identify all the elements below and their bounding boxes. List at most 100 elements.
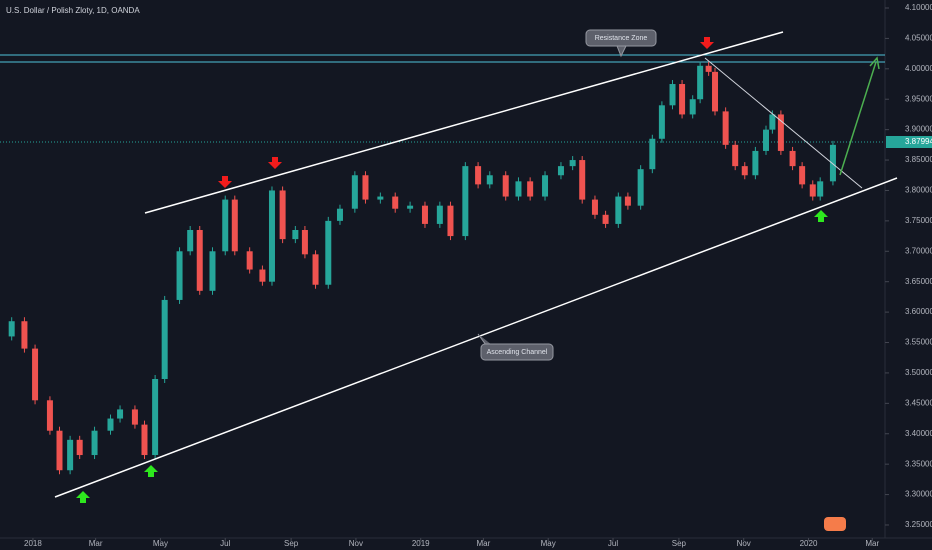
candle bbox=[196, 229, 203, 291]
y-tick-label: 3.85000 bbox=[905, 155, 932, 164]
candle bbox=[421, 205, 428, 224]
x-tick-label: Nov bbox=[737, 539, 751, 548]
candle bbox=[21, 321, 28, 349]
candle bbox=[447, 205, 454, 237]
x-tick-label: Mar bbox=[477, 539, 491, 548]
candle bbox=[602, 214, 609, 224]
x-tick-label: Sep bbox=[284, 539, 299, 548]
annotation-text: Resistance Zone bbox=[595, 35, 648, 42]
candle bbox=[231, 199, 238, 252]
x-tick-label: Nov bbox=[349, 539, 363, 548]
candle bbox=[32, 348, 39, 401]
candle bbox=[809, 184, 816, 197]
callout-pointer bbox=[616, 45, 627, 58]
candle bbox=[152, 379, 159, 456]
y-tick-label: 3.90000 bbox=[905, 125, 932, 134]
candle bbox=[76, 439, 83, 456]
annotation-text: Ascending Channel bbox=[487, 349, 548, 356]
candle bbox=[649, 138, 656, 170]
candle bbox=[475, 166, 482, 185]
candle bbox=[741, 166, 748, 176]
x-tick-label: 2019 bbox=[412, 539, 430, 548]
up-arrow bbox=[76, 491, 90, 503]
candle bbox=[732, 144, 739, 167]
x-tick-label: May bbox=[153, 539, 168, 548]
y-tick-label: 3.45000 bbox=[905, 398, 932, 407]
candle bbox=[527, 181, 534, 197]
y-tick-label: 3.40000 bbox=[905, 429, 932, 438]
y-tick-label: 3.35000 bbox=[905, 459, 932, 468]
candle bbox=[722, 111, 729, 145]
candle bbox=[777, 114, 784, 151]
y-tick-label: 3.60000 bbox=[905, 307, 932, 316]
candle bbox=[697, 65, 704, 100]
candle bbox=[107, 418, 114, 431]
candle bbox=[117, 409, 124, 419]
projection-arrow bbox=[839, 61, 877, 176]
x-tick-label: May bbox=[541, 539, 556, 548]
candle bbox=[679, 84, 686, 115]
candle bbox=[131, 409, 138, 425]
channel-lower bbox=[54, 177, 898, 498]
down-arrow bbox=[268, 157, 282, 169]
candle bbox=[689, 99, 696, 115]
y-tick-label: 3.25000 bbox=[905, 520, 932, 529]
y-tick-label: 3.70000 bbox=[905, 246, 932, 255]
candle bbox=[669, 84, 676, 106]
logo bbox=[824, 517, 846, 531]
candle bbox=[161, 299, 168, 380]
candle bbox=[336, 208, 343, 221]
candle bbox=[705, 65, 712, 72]
candle bbox=[246, 251, 253, 270]
candle bbox=[624, 196, 631, 206]
candle bbox=[377, 196, 384, 200]
candle bbox=[392, 196, 399, 209]
candle bbox=[46, 400, 53, 431]
y-tick-label: 3.75000 bbox=[905, 216, 932, 225]
x-tick-label: 2018 bbox=[24, 539, 42, 548]
candle bbox=[712, 71, 719, 112]
candle bbox=[557, 166, 564, 176]
up-arrows bbox=[76, 210, 828, 503]
candle bbox=[279, 190, 286, 240]
candle bbox=[542, 175, 549, 197]
channel-upper bbox=[144, 31, 784, 214]
x-tick-label: Jul bbox=[608, 539, 618, 548]
y-tick-label: 4.05000 bbox=[905, 34, 932, 43]
candle bbox=[141, 424, 148, 456]
x-tick-label: Jul bbox=[220, 539, 230, 548]
down-arrows bbox=[218, 37, 714, 188]
candle bbox=[325, 220, 332, 285]
candle bbox=[259, 269, 266, 282]
y-tick-label: 3.65000 bbox=[905, 277, 932, 286]
candle bbox=[569, 160, 576, 167]
x-tick-label: Mar bbox=[865, 539, 879, 548]
candle bbox=[222, 199, 229, 252]
candle bbox=[579, 160, 586, 200]
trend-line bbox=[704, 57, 863, 189]
candle bbox=[351, 175, 358, 209]
candle bbox=[502, 175, 509, 197]
candle bbox=[268, 190, 275, 282]
last-price-label: 3.87994 bbox=[905, 137, 932, 146]
candle bbox=[637, 169, 644, 206]
y-tick-label: 3.50000 bbox=[905, 368, 932, 377]
candle bbox=[789, 150, 796, 167]
candle bbox=[658, 105, 665, 139]
x-tick-label: 2020 bbox=[800, 539, 818, 548]
down-arrow bbox=[700, 37, 714, 49]
candle bbox=[769, 114, 776, 130]
up-arrow bbox=[814, 210, 828, 222]
down-arrow bbox=[218, 176, 232, 188]
candle bbox=[486, 175, 493, 185]
y-tick-label: 4.00000 bbox=[905, 64, 932, 73]
callout-box bbox=[480, 343, 554, 361]
callout-box bbox=[585, 29, 657, 47]
candle bbox=[407, 205, 414, 209]
candles bbox=[8, 61, 836, 475]
candle bbox=[362, 175, 369, 200]
candle bbox=[817, 181, 824, 197]
candle bbox=[462, 166, 469, 237]
